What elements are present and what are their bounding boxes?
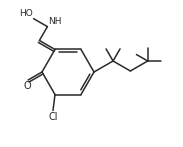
Text: Cl: Cl xyxy=(48,112,58,122)
Text: O: O xyxy=(23,81,31,91)
Text: HO: HO xyxy=(19,9,33,18)
Text: NH: NH xyxy=(48,17,62,26)
